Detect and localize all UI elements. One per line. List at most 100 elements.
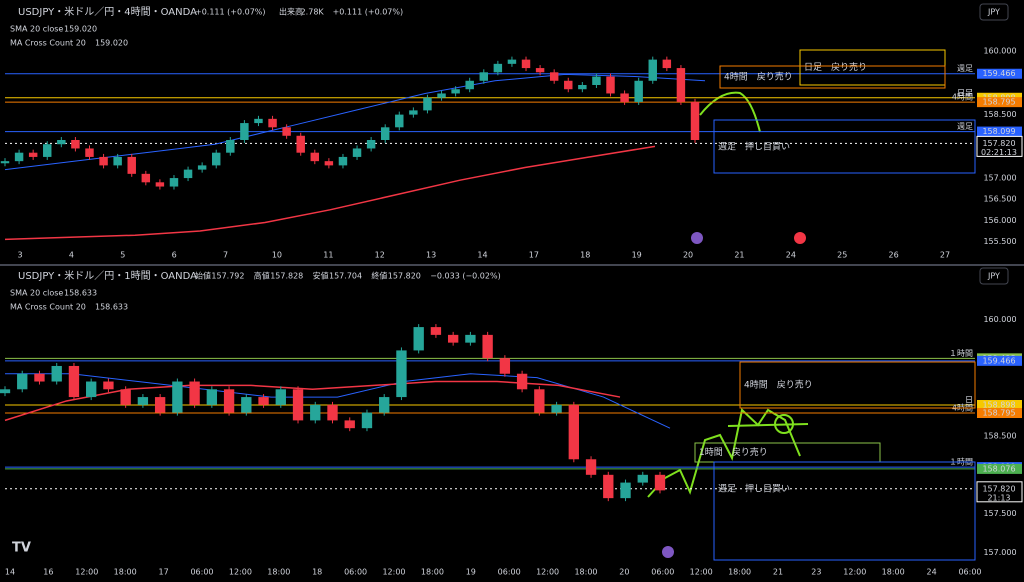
time-label: 06:00 [498,568,521,577]
time-label: 16 [43,568,53,577]
level-label: １時間 [949,349,973,358]
header-item: 2.78K [301,8,325,17]
candle [352,148,362,157]
price-tag-label: 158.795 [982,98,1015,107]
time-label: 12:00 [690,568,713,577]
event-icon[interactable] [691,232,703,244]
candle [380,127,390,140]
candle [479,72,488,81]
annotation: 4時間 戻り売り [724,71,793,83]
annotation: 1時間 戻り売り [699,446,768,458]
candle [68,365,80,398]
candle [451,89,460,94]
currency-button[interactable] [979,267,1009,285]
header-item: 157.704 [329,272,362,281]
event-icon[interactable] [794,232,806,244]
time-label: 12:00 [536,568,559,577]
price-tick-label: 157.000 [983,548,1016,557]
time-label: 19 [632,251,642,260]
drawing [774,414,794,434]
level-label: 日 [965,396,973,405]
candle [141,173,151,183]
annotation: 週足 押し目買い [718,141,790,153]
candle [620,482,631,499]
candle [197,165,207,170]
price-tag [977,97,1022,108]
time-label: 23 [811,568,821,577]
time-label: 25 [837,251,847,260]
candle [413,327,424,351]
time-label: 06:00 [958,568,981,577]
candle [361,412,373,429]
candle [535,68,545,73]
candle [172,381,183,413]
logo: TV [12,541,31,556]
price-tick-label: 156.500 [983,195,1016,204]
candle [568,404,579,460]
candle [690,101,700,140]
candle [338,156,348,166]
level-label: 週足 [957,64,973,73]
candle [120,389,131,405]
time-label: 06:00 [344,568,367,577]
candle [344,420,355,429]
candle [226,140,235,153]
candle [662,59,672,69]
candle [465,334,476,343]
candle [86,381,97,398]
candle [437,93,446,98]
price-tag [977,400,1022,411]
price-tick-label: 156.000 [983,216,1016,225]
price-tick-label: 157.500 [983,509,1016,518]
time-label: 10 [272,251,282,260]
header-item: 安値 [313,271,329,281]
time-label: 12:00 [75,568,98,577]
header-item: 157.820 [388,272,421,281]
indicator-value: 159.020 [64,25,97,34]
time-label: 06:00 [651,568,674,577]
candle [310,404,321,421]
candle [212,152,221,166]
time-label: 14 [5,568,15,577]
time-label: 21 [773,568,783,577]
header-item: 高値 [254,271,270,281]
moving-average [5,373,671,429]
price-tag-label: 158.099 [982,127,1015,136]
price-tick-label: 160.000 [983,47,1016,56]
currency-button[interactable] [979,3,1009,21]
indicator-value: 159.020 [95,39,128,48]
candle [34,373,45,382]
time-label: 6 [172,251,177,260]
symbol: USDJPY・米ドル／円・1時間・OANDA [18,269,197,282]
candle [395,114,404,128]
drawing [699,91,761,133]
candle [296,135,305,153]
price-tick-label: 158.500 [983,431,1016,440]
time-label: 18:00 [421,568,444,577]
price-tag [977,408,1022,419]
indicator-value: 158.633 [95,303,128,312]
candle [189,381,200,405]
indicator-name: SMA 20 close [10,25,63,34]
annotation-box [739,361,976,409]
event-icon[interactable] [662,546,674,558]
symbol: USDJPY・米ドル／円・4時間・OANDA [18,5,197,18]
time-label: 18 [580,251,590,260]
candle [154,397,166,413]
indicator-name: SMA 20 close [10,289,63,298]
price-tag [977,463,1022,474]
level-label: 週足 [957,122,973,131]
candle [493,63,503,73]
candle [564,80,573,90]
time-label: 3 [17,251,22,260]
price-tag [976,135,1023,157]
time-label: 21 [734,251,744,260]
candle [379,397,390,413]
time-label: 5 [120,251,125,260]
time-label: 13 [426,251,436,260]
price-tick-label: 155.500 [983,237,1016,246]
header-item: +0.111 (+0.07%) [333,8,404,17]
time-label: 27 [940,251,950,260]
